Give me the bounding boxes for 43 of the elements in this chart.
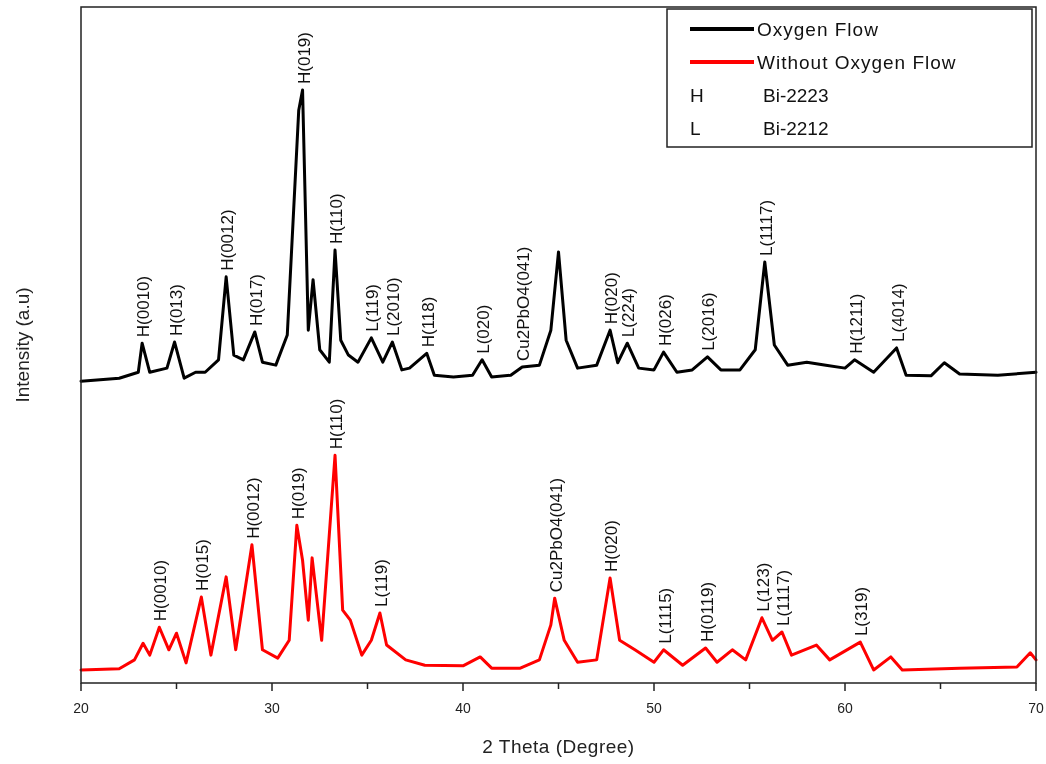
- annotation: H(013): [166, 284, 186, 337]
- text: L Bi-2212: [690, 118, 829, 139]
- annotation: L(1115): [655, 587, 675, 644]
- x-tick-label: 60: [837, 700, 853, 716]
- annotation: L(1117): [756, 199, 776, 256]
- annotation: Cu2PbO4(041): [546, 477, 566, 593]
- annotation: L(2016): [699, 292, 719, 351]
- annotation: H(0010): [151, 559, 171, 622]
- y-axis-title: Intensity (a.u): [12, 287, 33, 403]
- annotation: H(026): [655, 294, 675, 347]
- annotation: L(2010): [384, 277, 404, 337]
- annotation: L(4014): [888, 283, 908, 342]
- x-tick-label: 40: [455, 700, 471, 716]
- annotation: L(224): [619, 288, 639, 338]
- annotation: H(019): [288, 467, 308, 520]
- x-tick-label: 30: [264, 700, 280, 716]
- annotation: H(020): [602, 520, 622, 573]
- annotation: H(0010): [134, 275, 154, 338]
- x-axis-title: 2 Theta (Degree): [482, 736, 635, 757]
- annotation: H(017): [246, 273, 266, 326]
- legend-label: Oxygen Flow: [757, 19, 879, 40]
- x-tick-label: 50: [646, 700, 662, 716]
- x-tick-label: 20: [73, 700, 89, 716]
- annotation: H(0012): [243, 477, 263, 539]
- annotation: L(1117): [773, 569, 793, 626]
- annotation: H(015): [193, 539, 213, 592]
- annotation: L(119): [363, 283, 383, 332]
- annotation: H(0119): [697, 581, 717, 643]
- text: H Bi-2223: [690, 85, 829, 106]
- x-tick-label: 70: [1028, 700, 1044, 716]
- annotation: H(118): [418, 296, 438, 348]
- annotation: H(019): [294, 32, 314, 84]
- annotation: H(110): [327, 193, 347, 245]
- annotation: L(123): [753, 562, 773, 612]
- annotation: H(1211): [846, 293, 866, 354]
- annotation: H(110): [327, 398, 347, 450]
- annotation: H(020): [602, 272, 622, 325]
- annotation: Cu2PbO4(041): [514, 246, 534, 361]
- annotation: H(0012): [218, 209, 238, 271]
- annotation: L(020): [474, 304, 494, 354]
- annotation: L(119): [371, 559, 391, 608]
- annotation: L(319): [852, 586, 872, 637]
- legend-label: Without Oxygen Flow: [757, 52, 957, 73]
